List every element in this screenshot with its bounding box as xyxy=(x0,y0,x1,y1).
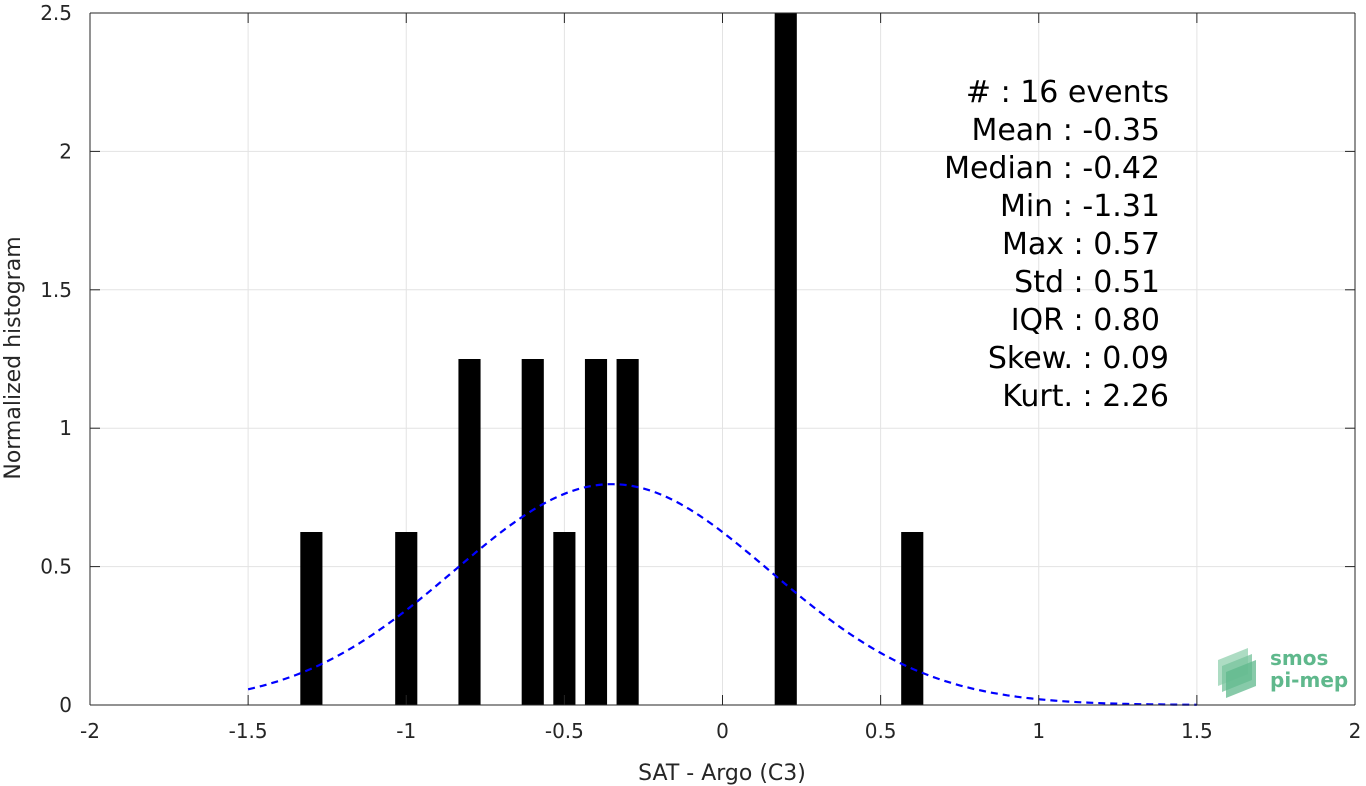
x-axis-label: SAT - Argo (C3) xyxy=(638,761,806,786)
histogram-bar xyxy=(458,359,481,705)
y-tick-label: 1 xyxy=(59,416,72,440)
histogram-bar xyxy=(521,359,544,705)
histogram-bar xyxy=(300,532,323,705)
stat-line: Kurt. : 2.26 xyxy=(1002,379,1169,414)
y-tick-label: 1.5 xyxy=(40,278,72,302)
stat-line: Median : -0.42 xyxy=(944,151,1160,186)
y-tick-labels: 0 0.5 1 1.5 2 2.5 xyxy=(40,1,72,717)
x-tick-label: -1 xyxy=(396,719,416,743)
stat-line: Min : -1.31 xyxy=(1000,189,1160,224)
x-tick-label: 2 xyxy=(1349,719,1362,743)
axes-frame xyxy=(89,12,1356,706)
y-tick-label: 0 xyxy=(59,693,72,717)
y-tick-label: 2.5 xyxy=(40,1,72,25)
x-tick-label: -0.5 xyxy=(545,719,584,743)
bars-group xyxy=(300,13,924,705)
stat-line: IQR : 0.80 xyxy=(1011,303,1160,338)
x-tick-label: 1 xyxy=(1032,719,1045,743)
stat-line: Skew. : 0.09 xyxy=(988,341,1169,376)
histogram-bar xyxy=(901,532,924,705)
y-tick-label: 0.5 xyxy=(40,555,72,579)
histogram-bar xyxy=(584,359,608,705)
logo-text-line1: smos xyxy=(1270,646,1328,670)
smos-pi-mep-logo: smos pi-mep xyxy=(1218,646,1348,698)
x-tick-label: -1.5 xyxy=(229,719,268,743)
x-tick-labels: -2 -1.5 -1 -0.5 0 0.5 1 1.5 2 xyxy=(80,719,1361,743)
logo-text-line2: pi-mep xyxy=(1270,668,1348,692)
histogram-bar xyxy=(616,359,639,705)
x-tick-label: 1.5 xyxy=(1181,719,1213,743)
histogram-bar xyxy=(553,532,576,705)
logo-icon xyxy=(1218,648,1256,698)
y-tick-label: 2 xyxy=(59,139,72,163)
stat-line: # : 16 events xyxy=(966,75,1169,110)
y-axis-label: Normalized histogram xyxy=(1,236,26,479)
stat-line: Mean : -0.35 xyxy=(971,113,1160,148)
histogram-bar xyxy=(395,532,418,705)
stat-line: Std : 0.51 xyxy=(1014,265,1160,300)
x-tick-label: 0 xyxy=(716,719,729,743)
stat-line: Max : 0.57 xyxy=(1002,227,1160,262)
x-tick-label: -2 xyxy=(80,719,100,743)
histogram-bar xyxy=(774,13,797,705)
x-tick-label: 0.5 xyxy=(865,719,897,743)
